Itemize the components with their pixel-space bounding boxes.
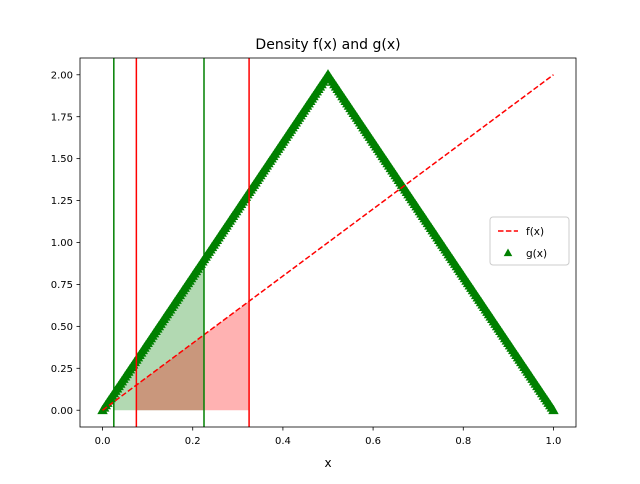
legend-f-label: f(x) xyxy=(526,226,544,238)
y-tick-label: 0.75 xyxy=(51,280,73,291)
y-tick-label: 0.50 xyxy=(51,322,73,333)
x-tick-label: 1.0 xyxy=(546,436,562,447)
x-tick-label: 0.6 xyxy=(365,436,381,447)
axes: 0.0 0.2 0.4 0.6 0.8 1.0 0.00 0.25 0.50 0.75 1.00 1.… xyxy=(51,57,577,447)
shaded-region-1 xyxy=(136,301,250,411)
x-axis-label: x xyxy=(324,456,331,470)
x-tick-label: 0.2 xyxy=(185,436,201,447)
y-tick-label: 1.75 xyxy=(51,112,73,123)
g-marker xyxy=(548,404,559,415)
y-tick-label: 0.00 xyxy=(51,406,73,417)
plot-area xyxy=(97,58,559,427)
series-f-line xyxy=(102,74,554,411)
series-g-markers xyxy=(97,69,559,415)
y-tick-label: 1.50 xyxy=(51,154,73,165)
legend-g-label: g(x) xyxy=(526,248,547,260)
y-tick-label: 2.00 xyxy=(51,70,73,81)
x-tick-label: 0.4 xyxy=(275,436,291,447)
legend-g-swatch xyxy=(503,248,513,257)
legend: f(x) g(x) xyxy=(489,216,570,266)
y-tick-label: 1.25 xyxy=(51,196,73,207)
y-tick-label: 0.25 xyxy=(51,364,73,375)
y-tick-label: 1.00 xyxy=(51,238,73,249)
x-tick-label: 0.8 xyxy=(455,436,471,447)
x-tick-label: 0.0 xyxy=(95,436,111,447)
chart-title: Density f(x) and g(x) xyxy=(255,37,400,53)
